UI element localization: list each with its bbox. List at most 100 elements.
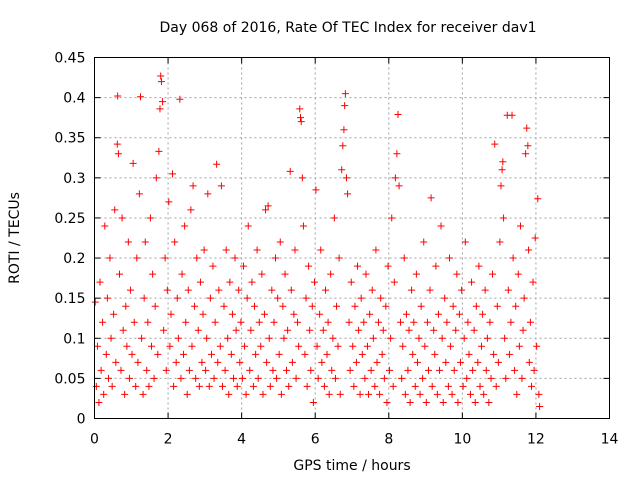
data-point (163, 286, 171, 294)
data-point (535, 390, 543, 398)
data-point (369, 334, 377, 342)
data-point (276, 238, 284, 246)
data-point (125, 374, 133, 382)
data-point (448, 390, 456, 398)
data-point (107, 334, 115, 342)
plot-frame (94, 57, 610, 419)
data-point (211, 318, 219, 326)
data-point (328, 366, 336, 374)
data-point (346, 366, 354, 374)
data-point (330, 214, 338, 222)
data-point (450, 366, 458, 374)
data-point (281, 270, 289, 278)
data-point (172, 358, 180, 366)
data-point (433, 390, 441, 398)
data-point (500, 214, 508, 222)
data-point (507, 318, 515, 326)
data-point (181, 222, 189, 230)
data-point (422, 398, 430, 406)
data-point (249, 382, 257, 390)
data-point (149, 270, 157, 278)
data-point (395, 182, 403, 190)
data-point (140, 294, 148, 302)
data-point (367, 366, 375, 374)
data-point (371, 382, 379, 390)
data-point (419, 374, 427, 382)
data-point (198, 358, 206, 366)
data-point (193, 254, 201, 262)
data-point (253, 246, 261, 254)
data-point (438, 334, 446, 342)
data-point (246, 366, 254, 374)
data-point (316, 310, 324, 318)
data-point (219, 382, 227, 390)
data-point (362, 270, 370, 278)
data-point (220, 302, 228, 310)
data-point (356, 390, 364, 398)
x-tick-label: 12 (527, 432, 545, 448)
data-point (157, 72, 165, 80)
data-point (287, 286, 295, 294)
data-point (93, 342, 101, 350)
data-point (91, 298, 99, 306)
data-point (290, 310, 298, 318)
data-point (191, 302, 199, 310)
data-point (221, 366, 229, 374)
data-point (409, 350, 417, 358)
data-point (363, 342, 371, 350)
x-tick-label: 0 (90, 432, 99, 448)
data-point (444, 382, 452, 390)
data-point (237, 318, 245, 326)
data-point (301, 350, 309, 358)
data-point (119, 326, 127, 334)
data-point (101, 222, 109, 230)
data-point (333, 302, 341, 310)
data-point (176, 95, 184, 103)
data-point (413, 358, 421, 366)
data-point (494, 358, 502, 366)
data-point (528, 382, 536, 390)
data-point (241, 342, 249, 350)
data-point (274, 294, 282, 302)
data-point (263, 358, 271, 366)
data-point (258, 270, 266, 278)
data-point (373, 358, 381, 366)
data-point (306, 326, 314, 334)
data-point (156, 105, 164, 113)
data-point (380, 374, 388, 382)
data-point (215, 286, 223, 294)
data-point (352, 358, 360, 366)
data-point (405, 326, 413, 334)
y-tick-label: 0.4 (63, 91, 85, 107)
data-point (416, 390, 424, 398)
data-point (531, 234, 539, 242)
data-point (470, 326, 478, 334)
data-point (213, 160, 221, 168)
data-point (518, 374, 526, 382)
data-point (379, 326, 387, 334)
data-point (345, 318, 353, 326)
data-point (260, 310, 268, 318)
data-point (501, 334, 509, 342)
data-point (334, 342, 342, 350)
data-point (133, 254, 141, 262)
data-point (226, 278, 234, 286)
data-point (252, 350, 260, 358)
data-point (168, 170, 176, 178)
data-point (358, 350, 366, 358)
data-point (443, 318, 451, 326)
data-point (482, 366, 490, 374)
data-point (317, 246, 325, 254)
data-point (96, 278, 104, 286)
data-point (155, 147, 163, 155)
data-point (188, 342, 196, 350)
data-point (468, 278, 476, 286)
data-point (174, 334, 182, 342)
data-point (183, 390, 191, 398)
data-point (513, 390, 521, 398)
data-point (341, 90, 349, 98)
data-point (104, 374, 112, 382)
data-series-roti (91, 72, 544, 410)
data-point (372, 246, 380, 254)
data-point (425, 366, 433, 374)
